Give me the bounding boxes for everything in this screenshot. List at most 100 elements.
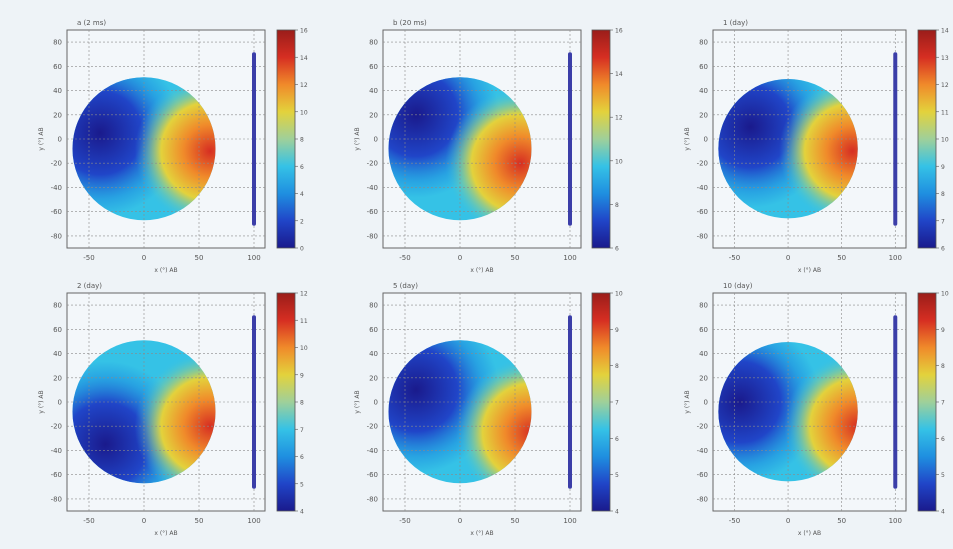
y-tick-label: 20 (699, 111, 708, 119)
colorbar-tick-label: 7 (941, 218, 945, 225)
colorbar-tick-label: 16 (615, 28, 623, 35)
heatmap-panel-2: -50 0 50 100 -80 -60 -40 -20 0 20 40 60 80 x (°) AB y … (354, 19, 623, 274)
x-tick-label: 50 (195, 517, 204, 525)
y-tick-label: 40 (369, 350, 378, 358)
heatmap-hot-region (72, 77, 216, 221)
y-tick-label: -60 (697, 208, 708, 216)
y-tick-label: 40 (53, 87, 62, 95)
colorbar-tick-label: 5 (941, 472, 945, 479)
y-tick-label: 80 (699, 39, 708, 47)
y-tick-label: -20 (51, 423, 62, 431)
y-tick-label: -20 (697, 160, 708, 168)
y-tick-label: 60 (369, 63, 378, 71)
y-tick-label: 80 (369, 39, 378, 47)
y-tick-label: 40 (53, 350, 62, 358)
colorbar-tick-label: 8 (615, 363, 619, 370)
y-tick-label: 60 (699, 326, 708, 334)
y-tick-label: 40 (699, 350, 708, 358)
colorbar-tick-label: 0 (300, 246, 304, 253)
heatmap-hot-region (718, 78, 858, 219)
colorbar-tick-label: 9 (300, 372, 304, 379)
y-tick-label: -40 (51, 447, 62, 455)
x-tick-label: 0 (786, 517, 790, 525)
x-axis-label: x (°) AB (798, 530, 821, 537)
colorbar-tick-label: 6 (300, 164, 304, 171)
y-tick-label: 80 (53, 302, 62, 310)
y-tick-label: 60 (369, 326, 378, 334)
y-tick-label: -20 (697, 423, 708, 431)
heatmap-panel-4: -50 0 50 100 -80 -60 -40 -20 0 20 40 60 80 x (°) AB y … (38, 282, 308, 537)
x-tick-label: 50 (195, 254, 204, 262)
colorbar-tick-label: 4 (300, 509, 304, 516)
y-axis-label: y (°) AB (38, 127, 45, 150)
panel-title: a (2 ms) (77, 19, 106, 27)
colorbar-tick-label: 7 (300, 427, 304, 434)
x-tick-label: -50 (729, 517, 740, 525)
x-tick-label: 0 (786, 254, 790, 262)
x-axis-label: x (°) AB (154, 267, 177, 274)
x-tick-label: -50 (399, 517, 410, 525)
x-tick-label: 0 (458, 254, 462, 262)
x-tick-label: 100 (247, 254, 260, 262)
y-tick-label: 20 (53, 111, 62, 119)
y-tick-label: 0 (374, 136, 378, 144)
x-axis-label: x (°) AB (470, 267, 493, 274)
y-tick-label: -20 (367, 160, 378, 168)
x-tick-label: 0 (142, 254, 146, 262)
colorbar-tick-label: 9 (615, 327, 619, 334)
colorbar-tick-label: 5 (300, 481, 304, 488)
y-tick-label: 0 (374, 399, 378, 407)
y-tick-label: 60 (53, 326, 62, 334)
colorbar-tick-label: 2 (300, 218, 304, 225)
colorbar-tick-label: 6 (615, 246, 619, 253)
y-tick-label: -60 (367, 208, 378, 216)
heatmap-hot-region (718, 341, 858, 482)
colorbar-tick-label: 10 (615, 158, 623, 165)
x-tick-label: 0 (142, 517, 146, 525)
colorbar (917, 29, 937, 249)
y-tick-label: -40 (697, 184, 708, 192)
heatmap-panel-3: -50 0 50 100 -80 -60 -40 -20 0 20 40 60 80 x (°) AB y … (684, 19, 949, 274)
x-tick-label: 50 (837, 254, 846, 262)
x-axis-label: x (°) AB (798, 267, 821, 274)
colorbar-tick-label: 7 (941, 400, 945, 407)
y-tick-label: 0 (704, 136, 708, 144)
colorbar-tick-label: 12 (615, 115, 623, 122)
colorbar-tick-label: 10 (941, 291, 949, 298)
colorbar-tick-label: 10 (615, 291, 623, 298)
colorbar-tick-label: 16 (300, 28, 308, 35)
colorbar-tick-label: 4 (300, 191, 304, 198)
x-tick-label: -50 (83, 517, 94, 525)
x-tick-label: 100 (563, 254, 576, 262)
x-tick-label: -50 (399, 254, 410, 262)
y-tick-label: -80 (51, 495, 62, 503)
colorbar-tick-label: 11 (941, 109, 949, 116)
y-tick-label: -80 (367, 232, 378, 240)
colorbar-tick-label: 6 (300, 454, 304, 461)
y-tick-label: -80 (697, 232, 708, 240)
colorbar (591, 292, 611, 512)
y-tick-label: -20 (51, 160, 62, 168)
colorbar-tick-label: 4 (941, 509, 945, 516)
heatmap-panel-5: -50 0 50 100 -80 -60 -40 -20 0 20 40 60 80 x (°) AB y … (354, 282, 623, 537)
colorbar-tick-label: 10 (941, 137, 949, 144)
y-tick-label: -80 (697, 495, 708, 503)
y-tick-label: 40 (699, 87, 708, 95)
x-tick-label: 50 (511, 517, 520, 525)
colorbar-tick-label: 9 (941, 164, 945, 171)
y-tick-label: -60 (51, 208, 62, 216)
y-tick-label: 60 (699, 63, 708, 71)
colorbar-tick-label: 12 (300, 291, 308, 298)
colorbar-tick-label: 14 (941, 28, 949, 35)
y-tick-label: -40 (367, 447, 378, 455)
x-tick-label: 100 (889, 254, 902, 262)
colorbar-tick-label: 9 (941, 327, 945, 334)
y-tick-label: 80 (53, 39, 62, 47)
y-tick-label: 20 (53, 374, 62, 382)
colorbar-tick-label: 14 (615, 71, 623, 78)
colorbar-tick-label: 8 (615, 202, 619, 209)
panel-title: 10 (day) (723, 282, 753, 290)
heatmap-hot-region (388, 77, 532, 221)
x-tick-label: 100 (889, 517, 902, 525)
colorbar (917, 292, 937, 512)
